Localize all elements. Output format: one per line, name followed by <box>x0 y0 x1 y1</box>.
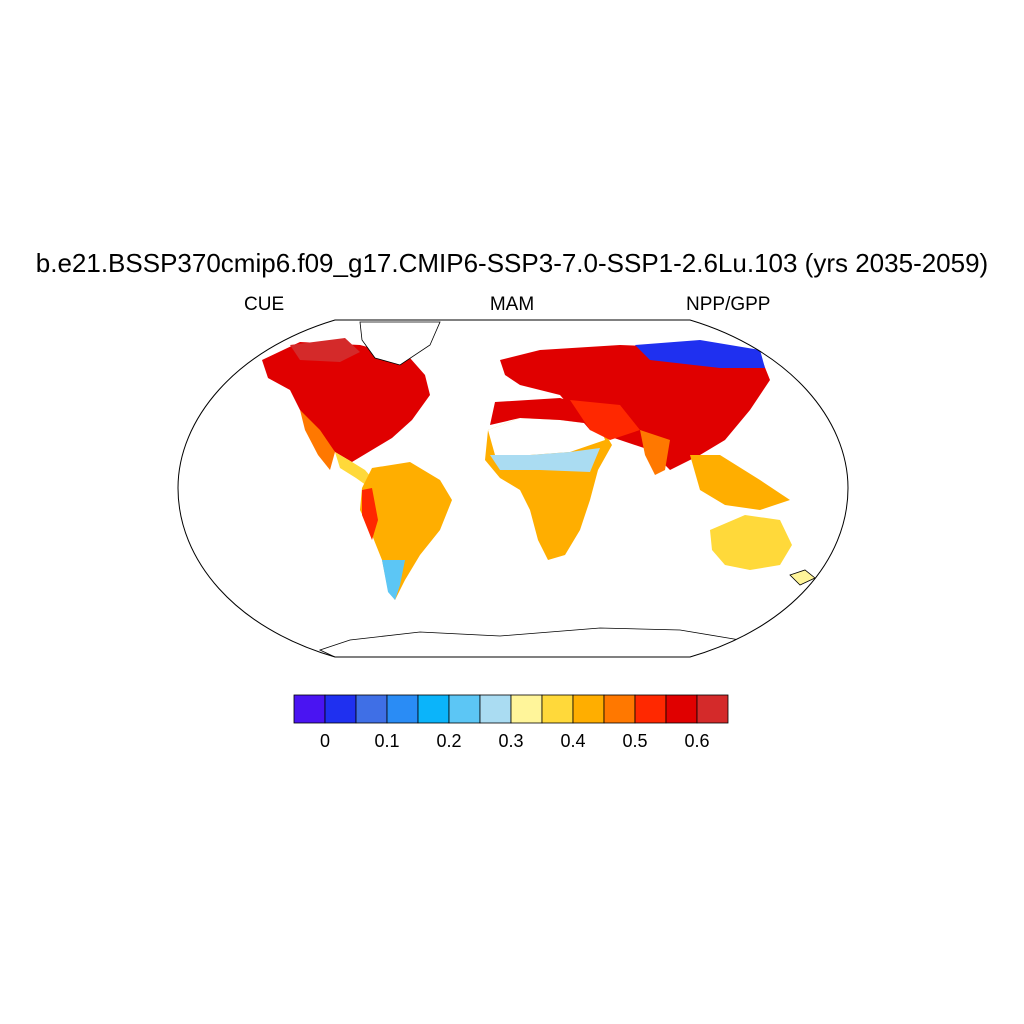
variable-label: CUE <box>244 294 285 315</box>
colorbar-swatch <box>448 694 481 724</box>
colorbar-swatch <box>386 694 419 724</box>
south-america-south-region <box>382 560 405 600</box>
north-america-arctic-region <box>290 338 360 362</box>
colorbar-swatch <box>417 694 450 724</box>
australia-region <box>710 515 792 570</box>
india-region <box>640 430 670 475</box>
colorbar-swatch <box>541 694 574 724</box>
map-title: b.e21.BSSP370cmip6.f09_g17.CMIP6-SSP3-7.… <box>35 248 989 278</box>
colorbar-tick-label: 0.1 <box>374 731 400 751</box>
sahara-region <box>488 418 605 455</box>
land-field <box>262 321 816 657</box>
southeast-asia-region <box>690 455 790 510</box>
colorbar-tick-label: 0.5 <box>622 731 648 751</box>
map-boundary <box>177 319 849 658</box>
colorbar-swatch <box>665 694 698 724</box>
colorbar-tick-label: 0.4 <box>560 731 586 751</box>
colorbar-swatch <box>324 694 357 724</box>
colorbar-tick-label: 0.3 <box>498 731 524 751</box>
colorbar-tick-label: 0.2 <box>436 731 462 751</box>
south-america-region <box>360 462 452 600</box>
colorbar-tick-label: 0 <box>319 731 330 751</box>
south-america-west-region <box>362 488 378 540</box>
colorbar-swatch <box>603 694 636 724</box>
north-america-south-region <box>300 410 335 470</box>
greenland-ice <box>359 321 441 366</box>
colorbar-swatch <box>479 694 512 724</box>
eurasia-region <box>500 345 770 470</box>
middle-east-region <box>570 400 640 440</box>
colorbar-swatch <box>696 694 729 724</box>
colorbar-swatch <box>293 694 326 724</box>
north-america-region <box>262 342 430 462</box>
colorbar-swatch <box>634 694 667 724</box>
colorbar-swatch <box>572 694 605 724</box>
colorbar-swatch <box>510 694 543 724</box>
antarctica-outline <box>318 627 742 657</box>
siberia-region <box>635 340 765 368</box>
colorbar-swatch <box>355 694 388 724</box>
sahel-region <box>490 448 600 472</box>
colorbar-tick-label: 0.6 <box>684 731 710 751</box>
season-label: MAM <box>489 294 535 315</box>
units-label: NPP/GPP <box>686 294 771 315</box>
